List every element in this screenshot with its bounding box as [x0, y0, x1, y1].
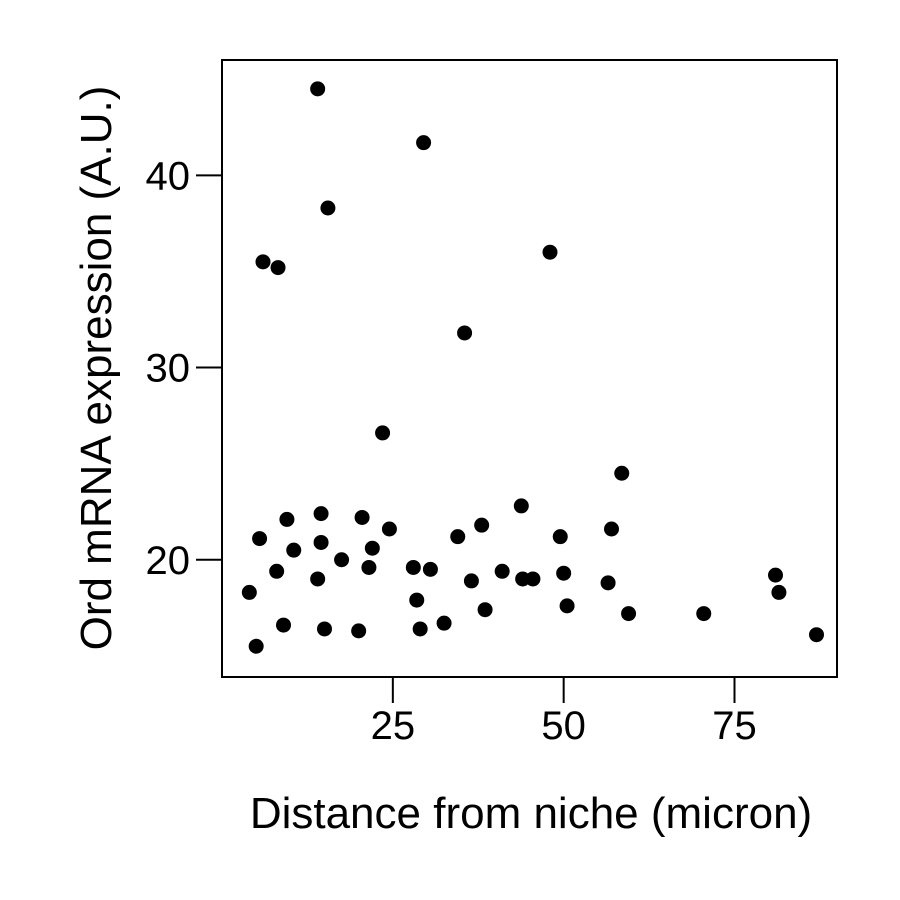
data-point — [255, 254, 271, 270]
data-point — [525, 571, 541, 587]
data-point — [621, 606, 637, 622]
data-point — [809, 627, 824, 643]
data-point — [422, 561, 438, 577]
y-axis: 20 30 40 — [146, 154, 222, 583]
data-point — [252, 531, 268, 547]
y-tick-label: 30 — [146, 347, 191, 391]
data-point — [556, 565, 572, 581]
data-point — [361, 559, 377, 575]
data-point — [334, 552, 350, 568]
data-point — [364, 540, 380, 556]
data-point — [477, 602, 493, 618]
data-point — [279, 511, 295, 527]
data-point — [313, 506, 329, 522]
data-point — [317, 621, 332, 637]
data-point — [474, 517, 490, 533]
x-tick-label: 75 — [712, 704, 757, 748]
data-point — [351, 623, 367, 639]
data-point — [412, 621, 428, 637]
data-point — [552, 529, 568, 545]
data-point — [513, 498, 529, 514]
data-point — [286, 542, 302, 558]
data-point — [614, 465, 630, 481]
data-point — [269, 563, 285, 579]
data-point — [463, 573, 479, 589]
data-point — [771, 584, 787, 600]
data-point — [276, 617, 291, 633]
data-point — [320, 200, 336, 216]
data-point — [310, 571, 326, 587]
data-point — [515, 571, 531, 587]
data-points — [241, 81, 824, 654]
data-point — [542, 244, 558, 260]
data-point — [600, 575, 616, 591]
x-axis-label: Distance from niche (micron) — [250, 789, 812, 838]
y-axis-label: Ord mRNA expression (A.U.) — [72, 86, 121, 651]
x-tick-label: 50 — [541, 704, 586, 748]
data-point — [241, 584, 257, 600]
data-point — [313, 534, 329, 550]
data-point — [416, 135, 432, 151]
y-tick-label: 40 — [146, 154, 191, 198]
data-point — [436, 615, 452, 631]
data-point — [768, 567, 783, 583]
x-tick-label: 25 — [371, 704, 416, 748]
data-point — [354, 509, 370, 525]
data-point — [270, 260, 286, 276]
data-point — [310, 81, 326, 97]
data-point — [248, 638, 264, 654]
data-point — [375, 425, 391, 441]
data-point — [457, 325, 473, 341]
data-point — [494, 563, 510, 579]
data-point — [559, 598, 575, 614]
data-point — [381, 521, 397, 537]
data-point — [409, 592, 425, 608]
x-axis: 25 50 75 — [371, 677, 757, 748]
data-point — [696, 606, 712, 622]
data-point — [405, 559, 421, 575]
data-point — [604, 521, 619, 537]
y-tick-label: 20 — [146, 539, 191, 583]
data-point — [450, 529, 466, 545]
